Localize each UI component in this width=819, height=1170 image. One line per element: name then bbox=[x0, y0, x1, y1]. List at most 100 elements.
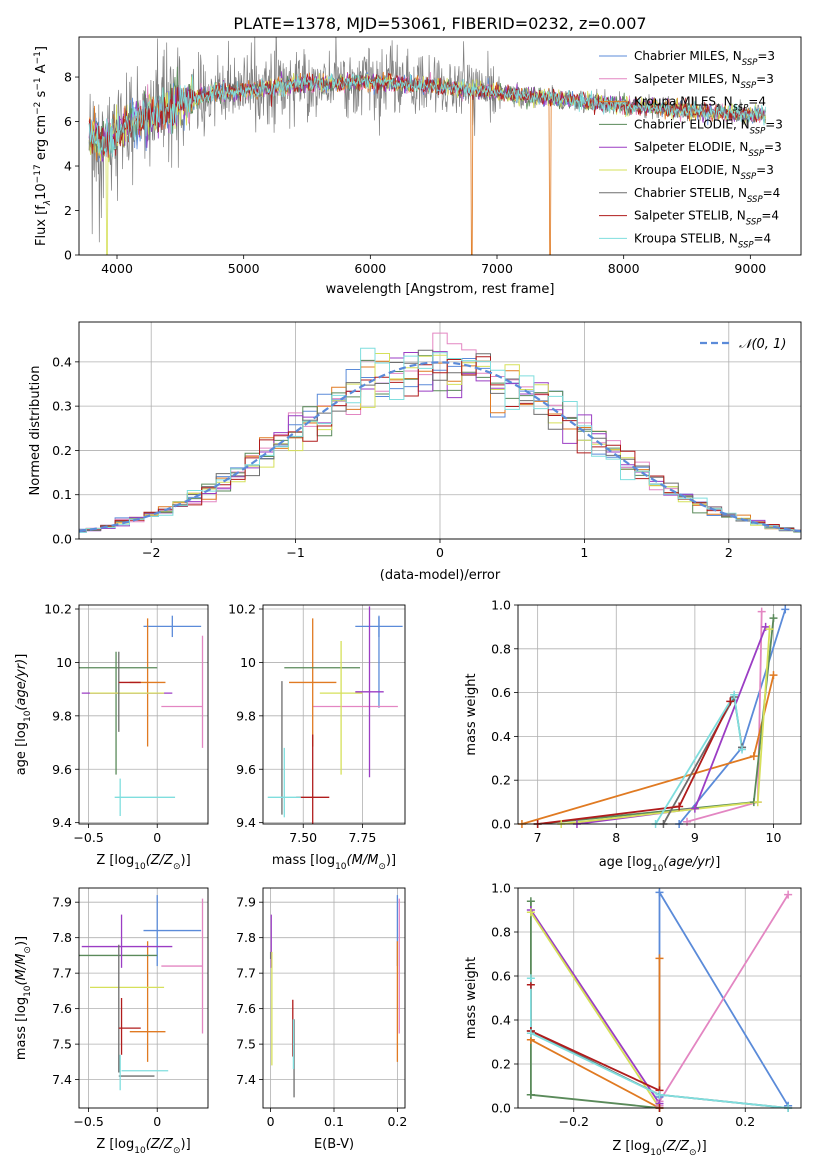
y-tick-label: 2 bbox=[64, 203, 72, 218]
panel-age-vs-mass: 7.50 7.75 9.4 9.6 9.8 10 10.2 mass [log10(M/M⊙)… bbox=[228, 602, 406, 872]
data-point bbox=[726, 697, 735, 706]
axes-frame bbox=[78, 887, 209, 1109]
legend-label: Kroupa STELIB, NSSP=4 bbox=[634, 231, 771, 250]
plot-area bbox=[267, 606, 403, 824]
x-tick-label: 0.1 bbox=[324, 1114, 344, 1129]
x-tick-label: 7.75 bbox=[348, 830, 376, 845]
y-tick-label: 6 bbox=[64, 114, 72, 129]
histogram-step bbox=[79, 347, 801, 533]
panel-mass-vs-Z: −0.5 0 7.4 7.5 7.6 7.7 7.8 7.9 Z [log10(Z/Z⊙)] ma… bbox=[14, 887, 209, 1156]
x-tick-label: 0 bbox=[153, 1114, 161, 1129]
x-axis-label: Z [log10(Z/Z⊙)] bbox=[612, 1139, 706, 1158]
y-tick-label: 0.0 bbox=[52, 532, 72, 547]
x-tick-label: 7 bbox=[534, 830, 542, 845]
y-tick-label: 9.6 bbox=[236, 762, 256, 777]
data-point bbox=[526, 908, 535, 917]
legend-label: Chabrier MILES, NSSP=3 bbox=[634, 49, 775, 68]
y-tick-label: 10 bbox=[56, 655, 72, 670]
y-tick-label: 0.6 bbox=[491, 969, 511, 984]
data-point bbox=[655, 888, 664, 897]
x-tick-label: 5000 bbox=[228, 261, 260, 276]
y-tick-label: 7.5 bbox=[236, 1037, 256, 1052]
y-tick-label: 4 bbox=[64, 159, 72, 174]
plot-area bbox=[79, 332, 801, 533]
x-tick-label: 8000 bbox=[608, 261, 640, 276]
y-tick-label: 9.8 bbox=[236, 708, 256, 723]
data-point bbox=[526, 1029, 535, 1038]
data-point bbox=[675, 802, 684, 811]
x-tick-label: 2 bbox=[725, 545, 733, 560]
y-tick-label: 9.4 bbox=[236, 815, 256, 830]
y-tick-label: 9.4 bbox=[52, 815, 72, 830]
x-tick-label: −1 bbox=[286, 545, 304, 560]
x-tick-label: 9000 bbox=[734, 261, 766, 276]
plot-area bbox=[79, 895, 204, 1091]
plot-area bbox=[521, 609, 787, 824]
x-tick-label: 0 bbox=[436, 545, 444, 560]
y-tick-label: 7.6 bbox=[52, 1001, 72, 1016]
y-axis-label: mass weight bbox=[464, 957, 479, 1039]
y-tick-label: 0.0 bbox=[491, 817, 511, 832]
x-tick-label: 9 bbox=[691, 830, 699, 845]
y-tick-label: 7.4 bbox=[236, 1072, 256, 1087]
y-tick-label: 7.5 bbox=[52, 1037, 72, 1052]
y-tick-label: 0.3 bbox=[52, 399, 72, 414]
legend-label: Salpeter STELIB, NSSP=4 bbox=[634, 209, 779, 228]
y-tick-label: 0.8 bbox=[491, 641, 511, 656]
x-tick-label: 6000 bbox=[354, 261, 386, 276]
y-tick-label: 0.4 bbox=[491, 1013, 511, 1028]
axes-frame bbox=[262, 604, 406, 825]
y-tick-label: 0.4 bbox=[52, 354, 72, 369]
x-tick-label: 0 bbox=[153, 830, 161, 845]
x-tick-label: 0.2 bbox=[735, 1114, 755, 1129]
plot-area bbox=[79, 615, 204, 816]
gaussian-curve bbox=[79, 361, 801, 533]
x-axis-label: mass [log10(M/M⊙)] bbox=[272, 853, 396, 872]
axes-frame bbox=[78, 321, 802, 540]
panel-massweight-vs-Z: −0.2 0 0.2 0.0 0.2 0.4 0.6 0.8 1.0 Z [log10(Z/Z⊙)… bbox=[464, 881, 802, 1158]
x-tick-label: 8 bbox=[612, 830, 620, 845]
figure-title: PLATE=1378, MJD=53061, FIBERID=0232, z=0… bbox=[233, 14, 646, 33]
y-tick-label: 7.9 bbox=[236, 895, 256, 910]
y-tick-label: 8 bbox=[64, 70, 72, 85]
model-line bbox=[88, 73, 766, 157]
panel-spectrum: 4000 5000 6000 7000 8000 9000 0 2 4 6 8 wavelength … bbox=[33, 36, 802, 297]
x-tick-label: 0 bbox=[267, 1114, 275, 1129]
data-point bbox=[769, 614, 778, 623]
plot-area bbox=[88, 37, 766, 255]
y-tick-label: 7.7 bbox=[52, 966, 72, 981]
panel-mass-vs-ebv: 0 0.1 0.2 7.4 7.5 7.6 7.7 7.8 7.9 E(B-V) bbox=[236, 887, 407, 1152]
legend-label: Salpeter ELODIE, NSSP=3 bbox=[634, 140, 782, 159]
x-tick-label: −2 bbox=[142, 545, 160, 560]
y-tick-label: 10 bbox=[240, 655, 256, 670]
series-line bbox=[530, 911, 661, 1108]
legend-label: Salpeter MILES, NSSP=3 bbox=[634, 72, 774, 91]
y-axis-label: age [log10(age/yr)] bbox=[14, 654, 33, 776]
y-tick-label: 7.6 bbox=[236, 1001, 256, 1016]
y-tick-label: 9.6 bbox=[52, 762, 72, 777]
histogram-step bbox=[79, 353, 801, 532]
y-tick-label: 7.8 bbox=[52, 930, 72, 945]
x-tick-label: 4000 bbox=[101, 261, 133, 276]
data-point bbox=[526, 974, 535, 983]
axes-frame bbox=[78, 36, 802, 256]
y-tick-label: 7.8 bbox=[236, 930, 256, 945]
data-point bbox=[765, 625, 774, 634]
y-tick-label: 10.2 bbox=[44, 602, 72, 617]
axes-frame bbox=[517, 604, 802, 825]
x-axis-label: (data-model)/error bbox=[380, 568, 501, 583]
x-tick-label: −0.5 bbox=[73, 1114, 103, 1129]
x-axis-label: E(B-V) bbox=[314, 1137, 354, 1152]
y-tick-label: 1.0 bbox=[491, 881, 511, 896]
y-tick-label: 10.2 bbox=[228, 602, 256, 617]
data-point bbox=[690, 804, 699, 813]
x-axis-label: wavelength [Angstrom, rest frame] bbox=[326, 282, 555, 297]
data-point bbox=[784, 890, 793, 899]
x-axis-label: age [log10(age/yr)] bbox=[599, 855, 721, 874]
series-line bbox=[686, 611, 763, 823]
histogram-step bbox=[79, 355, 801, 533]
x-tick-label: 1 bbox=[580, 545, 588, 560]
y-tick-label: 7.9 bbox=[52, 895, 72, 910]
series-line bbox=[530, 909, 661, 1105]
series-line bbox=[576, 626, 767, 824]
